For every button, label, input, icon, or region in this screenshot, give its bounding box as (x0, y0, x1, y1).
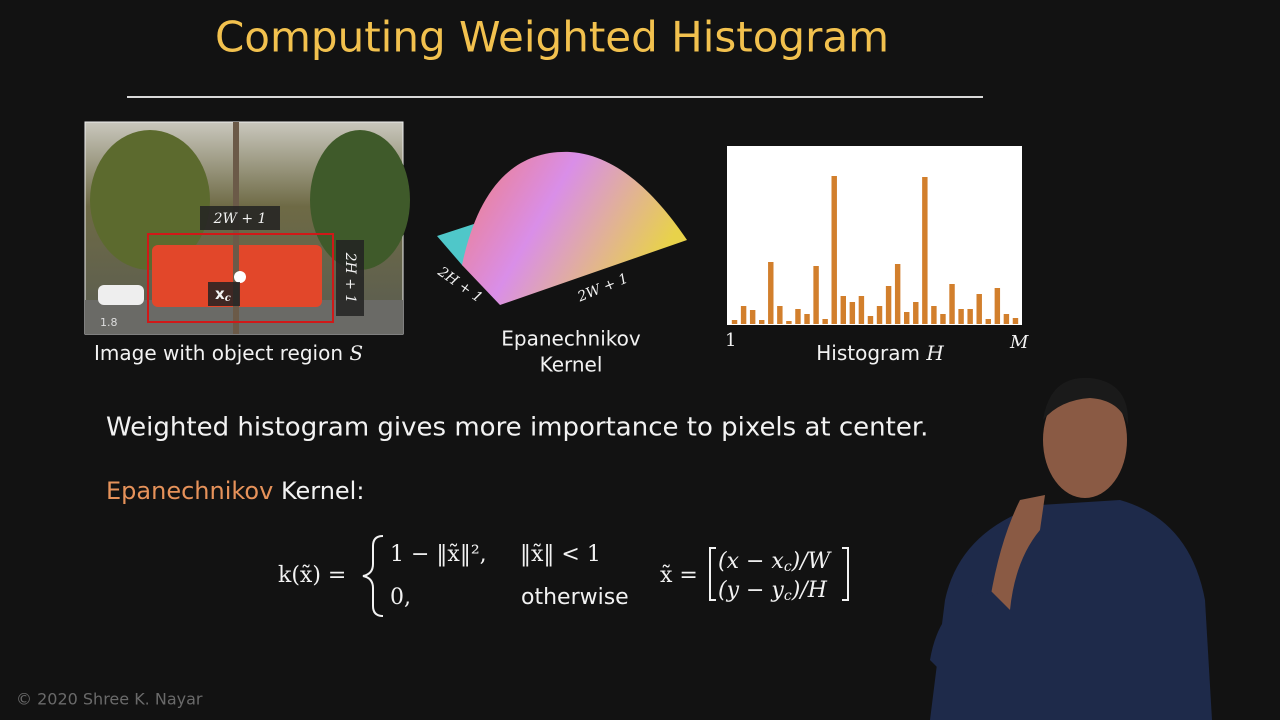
kernel-heading: Epanechnikov Kernel: (106, 477, 364, 505)
image-panel: 2W + 1 2H + 1 xc 1.8 Image with object r… (84, 121, 410, 365)
histogram-bar (813, 266, 819, 324)
label-box (200, 206, 280, 230)
histogram-bar (731, 320, 738, 324)
statement: Weighted histogram gives more importance… (106, 413, 928, 443)
height-label: 2H + 1 (342, 252, 358, 304)
heading-highlight: Epanechnikov (106, 477, 273, 505)
case-expr: 1 − ‖x̃‖², (390, 542, 487, 567)
formula-lhs: k(x̃) = (278, 563, 346, 588)
histogram-bar (885, 286, 892, 324)
object-region (147, 233, 334, 323)
case-cond: ‖x̃‖ < 1 (520, 542, 601, 567)
histogram-bar (1012, 318, 1019, 324)
histogram-panel: 1 Histogram H M (725, 146, 1029, 365)
hair (1043, 377, 1129, 425)
presenter (930, 377, 1212, 720)
row-part: )/H (791, 578, 828, 603)
histogram-bar (749, 310, 756, 324)
vector-lhs: x̃ = (660, 563, 698, 588)
brace (362, 535, 384, 617)
case-cond: otherwise (521, 585, 629, 610)
histogram-bar (849, 302, 856, 324)
tree (310, 130, 410, 270)
histogram-bar (958, 309, 964, 324)
caption-symbol: H (925, 341, 944, 365)
histogram-bar (777, 306, 783, 324)
kernel-surface (462, 151, 687, 305)
histogram-bar (858, 296, 865, 324)
label-box (336, 240, 364, 316)
row-part: )/W (791, 549, 833, 574)
image-caption: Image with object region S (94, 341, 363, 365)
width-label: 2W + 1 (213, 211, 267, 227)
car (98, 285, 144, 305)
histogram-bar (994, 288, 1001, 324)
histogram-bar (804, 314, 810, 324)
corner-label: 1.8 (100, 316, 118, 329)
histogram-bar (822, 319, 828, 324)
histogram-bar (786, 321, 792, 324)
slide-title: Computing Weighted Histogram (215, 13, 889, 62)
histogram-bar (876, 306, 883, 324)
kernel-panel: 2H + 1 2W + 1 Epanechnikov Kernel (434, 151, 687, 377)
histogram-caption: Histogram H (816, 341, 944, 365)
caption-text: Image with object region (94, 341, 343, 365)
matrix-row: (y − yc)/H (718, 578, 828, 604)
label-box (208, 282, 240, 306)
copyright: © 2020 Shree K. Nayar (16, 690, 203, 709)
center-point (234, 271, 246, 283)
heading-rest: Kernel: (281, 477, 364, 505)
histogram-bar (967, 309, 973, 324)
center-subscript: c (225, 293, 231, 304)
center-label: xc (215, 285, 231, 304)
histogram-bar (759, 320, 765, 324)
histogram-bar (949, 284, 955, 324)
histogram-bar (795, 309, 801, 324)
matrix-row: (x − xc)/W (718, 549, 833, 575)
histogram-bar (931, 306, 937, 324)
histogram-bar (894, 264, 901, 324)
arm (930, 590, 1010, 680)
histogram-bar (922, 177, 928, 324)
matrix-brackets (709, 547, 849, 601)
histogram-background (727, 146, 1022, 325)
head (1043, 382, 1127, 498)
histogram-bar (940, 314, 946, 324)
kernel-caption: Epanechnikov (501, 327, 641, 351)
histogram-first-label: 1 (725, 330, 736, 351)
histogram-bar (831, 176, 837, 324)
histogram-bar (867, 316, 874, 324)
case-expr: 0, (390, 585, 411, 610)
row-sub: c (784, 559, 792, 575)
caption-text: Histogram (816, 341, 920, 365)
center-symbol: x (215, 285, 225, 303)
histogram-bar (1003, 314, 1010, 324)
kernel-caption: Kernel (540, 353, 603, 377)
histogram-bar (904, 312, 910, 324)
histogram-bar (740, 306, 747, 324)
histogram-bar (913, 302, 919, 324)
histogram-bar (985, 319, 991, 324)
formula: k(x̃) = 1 − ‖x̃‖², ‖x̃‖ < 1 0, otherwise… (278, 535, 849, 617)
row-part: (y − y (718, 578, 784, 603)
row-sub: c (784, 588, 792, 604)
histogram-bar (976, 294, 982, 324)
caption-symbol: S (349, 341, 363, 365)
histogram-last-label: M (1009, 332, 1029, 353)
histogram-bar (768, 262, 774, 324)
hand (990, 495, 1045, 610)
histogram-bar (840, 296, 846, 324)
row-part: (x − x (718, 549, 784, 574)
